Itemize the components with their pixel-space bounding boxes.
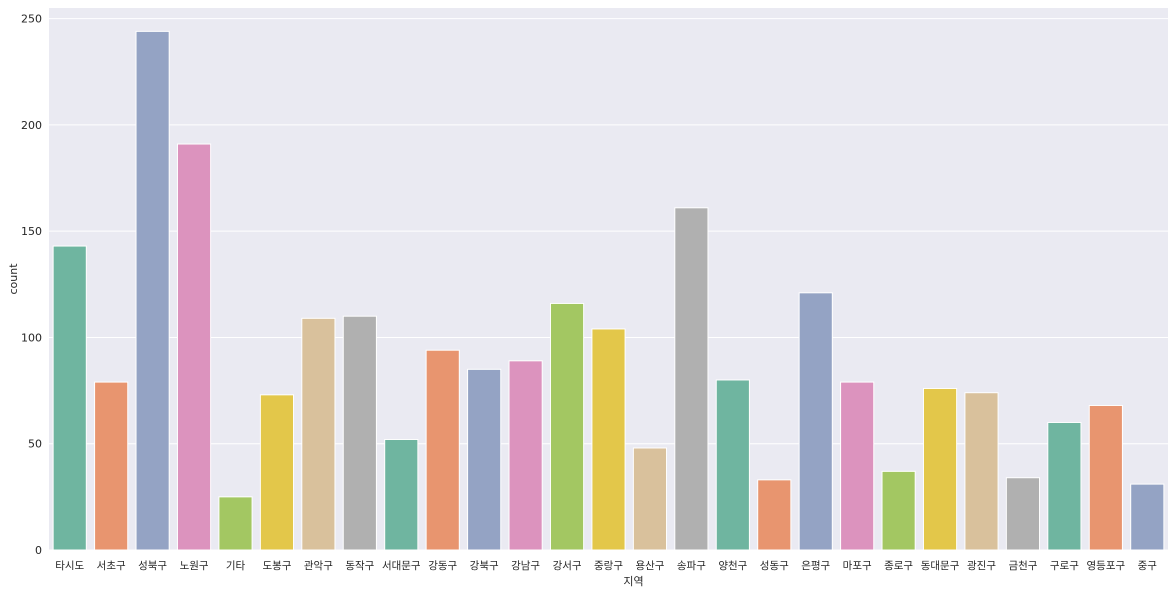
bar (715, 379, 750, 551)
x-tick-label: 은평구 (801, 560, 830, 572)
x-tick-label: 광진구 (967, 560, 996, 572)
bar (1005, 477, 1041, 551)
bar (840, 381, 875, 551)
bar (549, 302, 585, 551)
x-tick-label: 구로구 (1050, 560, 1079, 572)
x-tick-label: 노원구 (180, 560, 209, 572)
bar (94, 381, 129, 551)
y-tick-label: 250 (21, 13, 42, 26)
bar (881, 470, 916, 551)
y-tick-label: 100 (21, 331, 42, 344)
x-tick-label: 용산구 (635, 560, 664, 572)
bar (425, 349, 460, 551)
x-tick-label: 금천구 (1008, 560, 1037, 572)
x-tick-label: 영등포구 (1087, 560, 1126, 572)
bar (1088, 404, 1123, 551)
x-tick-label: 도봉구 (262, 560, 291, 572)
x-axis-ticks: 타시도 서초구 성북구 노원구 기타 도봉구 관악구 동작구 서대문구 강동구 강북구 강남구 강서구 중… (55, 560, 1157, 572)
bar (591, 328, 626, 551)
x-tick-label: 기타 (226, 560, 246, 572)
bar (135, 30, 170, 551)
x-tick-label: 종로구 (884, 560, 913, 572)
x-tick-label: 성북구 (138, 560, 167, 572)
x-tick-label: 관악구 (304, 560, 333, 572)
x-tick-label: 서초구 (97, 560, 126, 572)
x-tick-label: 동대문구 (921, 560, 960, 572)
y-tick-label: 150 (21, 225, 42, 238)
y-axis-label: count (7, 263, 20, 295)
bar (176, 143, 212, 551)
bar (922, 387, 958, 551)
x-tick-label: 타시도 (55, 560, 84, 572)
y-tick-label: 200 (21, 119, 42, 132)
bar (757, 479, 792, 551)
x-tick-label: 강동구 (428, 560, 457, 572)
bar (1130, 483, 1165, 551)
x-tick-label: 성동구 (760, 560, 789, 572)
bar (1047, 421, 1082, 551)
x-tick-label: 강남구 (511, 560, 540, 572)
bar (384, 438, 419, 551)
bars (52, 30, 1165, 551)
y-tick-label: 50 (28, 438, 42, 451)
bar (964, 392, 999, 551)
bar (52, 245, 87, 551)
bar (218, 496, 253, 551)
x-tick-label: 마포구 (843, 560, 872, 572)
x-tick-label: 중구 (1138, 560, 1158, 572)
x-tick-label: 동작구 (345, 560, 374, 572)
x-tick-label: 중랑구 (594, 560, 623, 572)
bar (301, 317, 336, 551)
bar (798, 292, 833, 551)
x-axis-label: 지역 (623, 575, 643, 588)
bar (259, 394, 295, 551)
x-tick-label: 강북구 (470, 560, 499, 572)
bar (508, 360, 543, 551)
x-tick-label: 양천구 (718, 560, 747, 572)
y-tick-label: 0 (35, 544, 42, 557)
bar (467, 368, 502, 551)
x-tick-label: 송파구 (677, 560, 706, 572)
y-axis-ticks: 0 50 100 150 200 250 (21, 13, 42, 557)
bar (632, 447, 668, 551)
bar (674, 207, 709, 551)
x-tick-label: 서대문구 (382, 560, 421, 572)
bar (342, 315, 377, 551)
x-tick-label: 강서구 (553, 560, 582, 572)
